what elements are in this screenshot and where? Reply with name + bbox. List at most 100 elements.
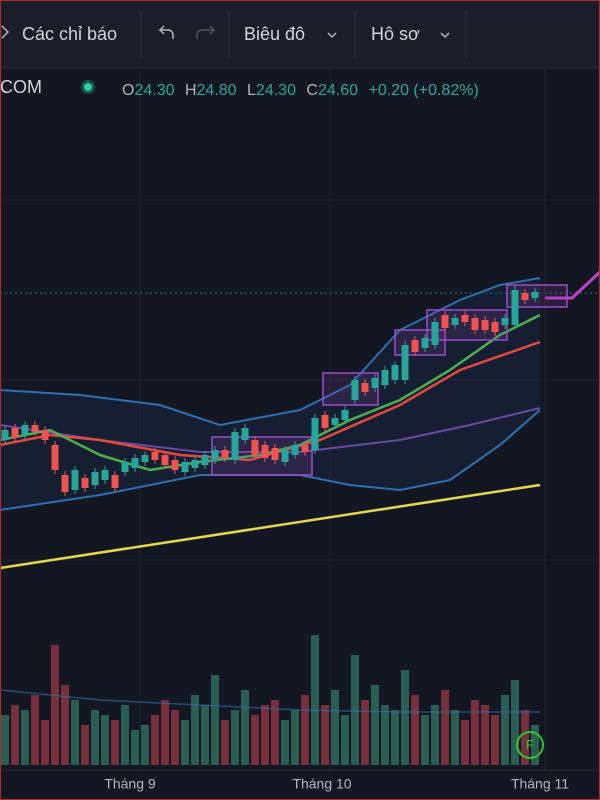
toolbar-icons xyxy=(1,25,450,39)
volume-bar xyxy=(61,685,69,765)
candle-body xyxy=(241,428,249,440)
volume-bar xyxy=(91,710,99,765)
projection xyxy=(545,270,600,300)
indicators-button[interactable]: Các chỉ báo xyxy=(22,24,117,44)
candle-body xyxy=(171,460,179,470)
volume-bar xyxy=(261,705,269,765)
volume-bar xyxy=(181,720,189,765)
candle-body xyxy=(281,450,289,462)
candle-body xyxy=(71,470,79,490)
volume-bar xyxy=(361,700,369,765)
candle-body xyxy=(81,478,89,488)
bollinger-upper xyxy=(0,277,541,427)
volume-bar xyxy=(491,715,499,765)
volume-bar xyxy=(151,715,159,765)
bollinger-lower xyxy=(0,409,541,511)
redo[interactable] xyxy=(196,25,216,39)
volume-bar xyxy=(401,670,409,765)
candle-body xyxy=(521,293,529,300)
candle-body xyxy=(501,318,509,325)
candle-body xyxy=(51,445,59,470)
volume-bar xyxy=(341,715,349,765)
volume-bar xyxy=(521,710,529,765)
volume-bar xyxy=(161,700,169,765)
volume-bar xyxy=(201,705,209,765)
candle-body xyxy=(61,475,69,492)
candle-body xyxy=(201,455,209,465)
candle-body xyxy=(231,432,239,460)
candle-body xyxy=(411,340,419,352)
volume xyxy=(1,635,539,765)
volume-bar xyxy=(271,700,279,765)
candle-body xyxy=(261,445,269,458)
candle-body xyxy=(431,322,439,345)
profile-button[interactable]: Hô sơ xyxy=(371,24,420,44)
volume-bar xyxy=(321,705,329,765)
time-label: Tháng 10 xyxy=(292,776,351,792)
volume-bar xyxy=(211,675,219,765)
volume-bar xyxy=(531,725,539,765)
volume-bar xyxy=(481,705,489,765)
h-value: 24.80 xyxy=(197,82,237,99)
candle-body xyxy=(381,370,389,385)
candle-body xyxy=(361,383,369,392)
volume-bar xyxy=(71,700,79,765)
volume-bar xyxy=(221,720,229,765)
candle-body xyxy=(31,425,39,432)
candle-body xyxy=(341,410,349,420)
bollinger-fill xyxy=(0,278,540,510)
volume-bar xyxy=(351,655,359,765)
chart-dropdown[interactable] xyxy=(327,32,337,39)
candle-body xyxy=(451,318,459,325)
icon-indicators xyxy=(1,25,10,39)
o-label: O xyxy=(122,82,134,99)
undo[interactable] xyxy=(158,25,174,39)
candle-body xyxy=(441,315,449,328)
volume-bar xyxy=(1,715,9,765)
chart-button[interactable]: Biêu đô xyxy=(244,24,305,44)
l-value: 24.30 xyxy=(256,82,296,99)
volume-bar xyxy=(441,690,449,765)
ohlc-legend: O24.30 H24.80 L24.30 C24.60 +0.20 (+0.82… xyxy=(122,82,479,99)
badge[interactable]: F xyxy=(526,737,535,753)
volume-bar xyxy=(331,690,339,765)
volume-bar xyxy=(431,705,439,765)
badge-ring xyxy=(516,731,544,759)
volume-bar xyxy=(41,720,49,765)
volume-bar xyxy=(31,695,39,765)
candle-body xyxy=(181,462,189,472)
volume-bar xyxy=(311,635,319,765)
candle-body xyxy=(11,428,19,438)
volume-bar xyxy=(51,645,59,765)
candle-body xyxy=(291,445,299,455)
volume-bar xyxy=(411,695,419,765)
volume-ma xyxy=(0,689,540,713)
status-dot xyxy=(84,83,92,91)
ma-mid xyxy=(0,340,541,462)
candle-body xyxy=(121,462,129,472)
toolbar-separators xyxy=(140,10,467,58)
volume-bar xyxy=(291,710,299,765)
volume-bar xyxy=(21,710,29,765)
volume-bar xyxy=(241,690,249,765)
candle-body xyxy=(1,430,9,440)
change: +0.20 (+0.82%) xyxy=(368,82,478,99)
volume-bar xyxy=(111,720,119,765)
candle-body xyxy=(21,425,29,435)
profile-dropdown[interactable] xyxy=(440,32,450,39)
volume-bar xyxy=(131,730,139,765)
candle-body xyxy=(91,472,99,485)
volume-bar xyxy=(371,685,379,765)
volume-bar xyxy=(471,700,479,765)
candle-body xyxy=(41,430,49,440)
volume-bar xyxy=(301,695,309,765)
candle-body xyxy=(251,440,259,455)
candle-body xyxy=(271,448,279,460)
candle-body xyxy=(401,345,409,380)
volume-bar xyxy=(141,725,149,765)
volume-bar xyxy=(191,695,199,765)
volume-bar xyxy=(231,710,239,765)
candle-body xyxy=(311,418,319,450)
